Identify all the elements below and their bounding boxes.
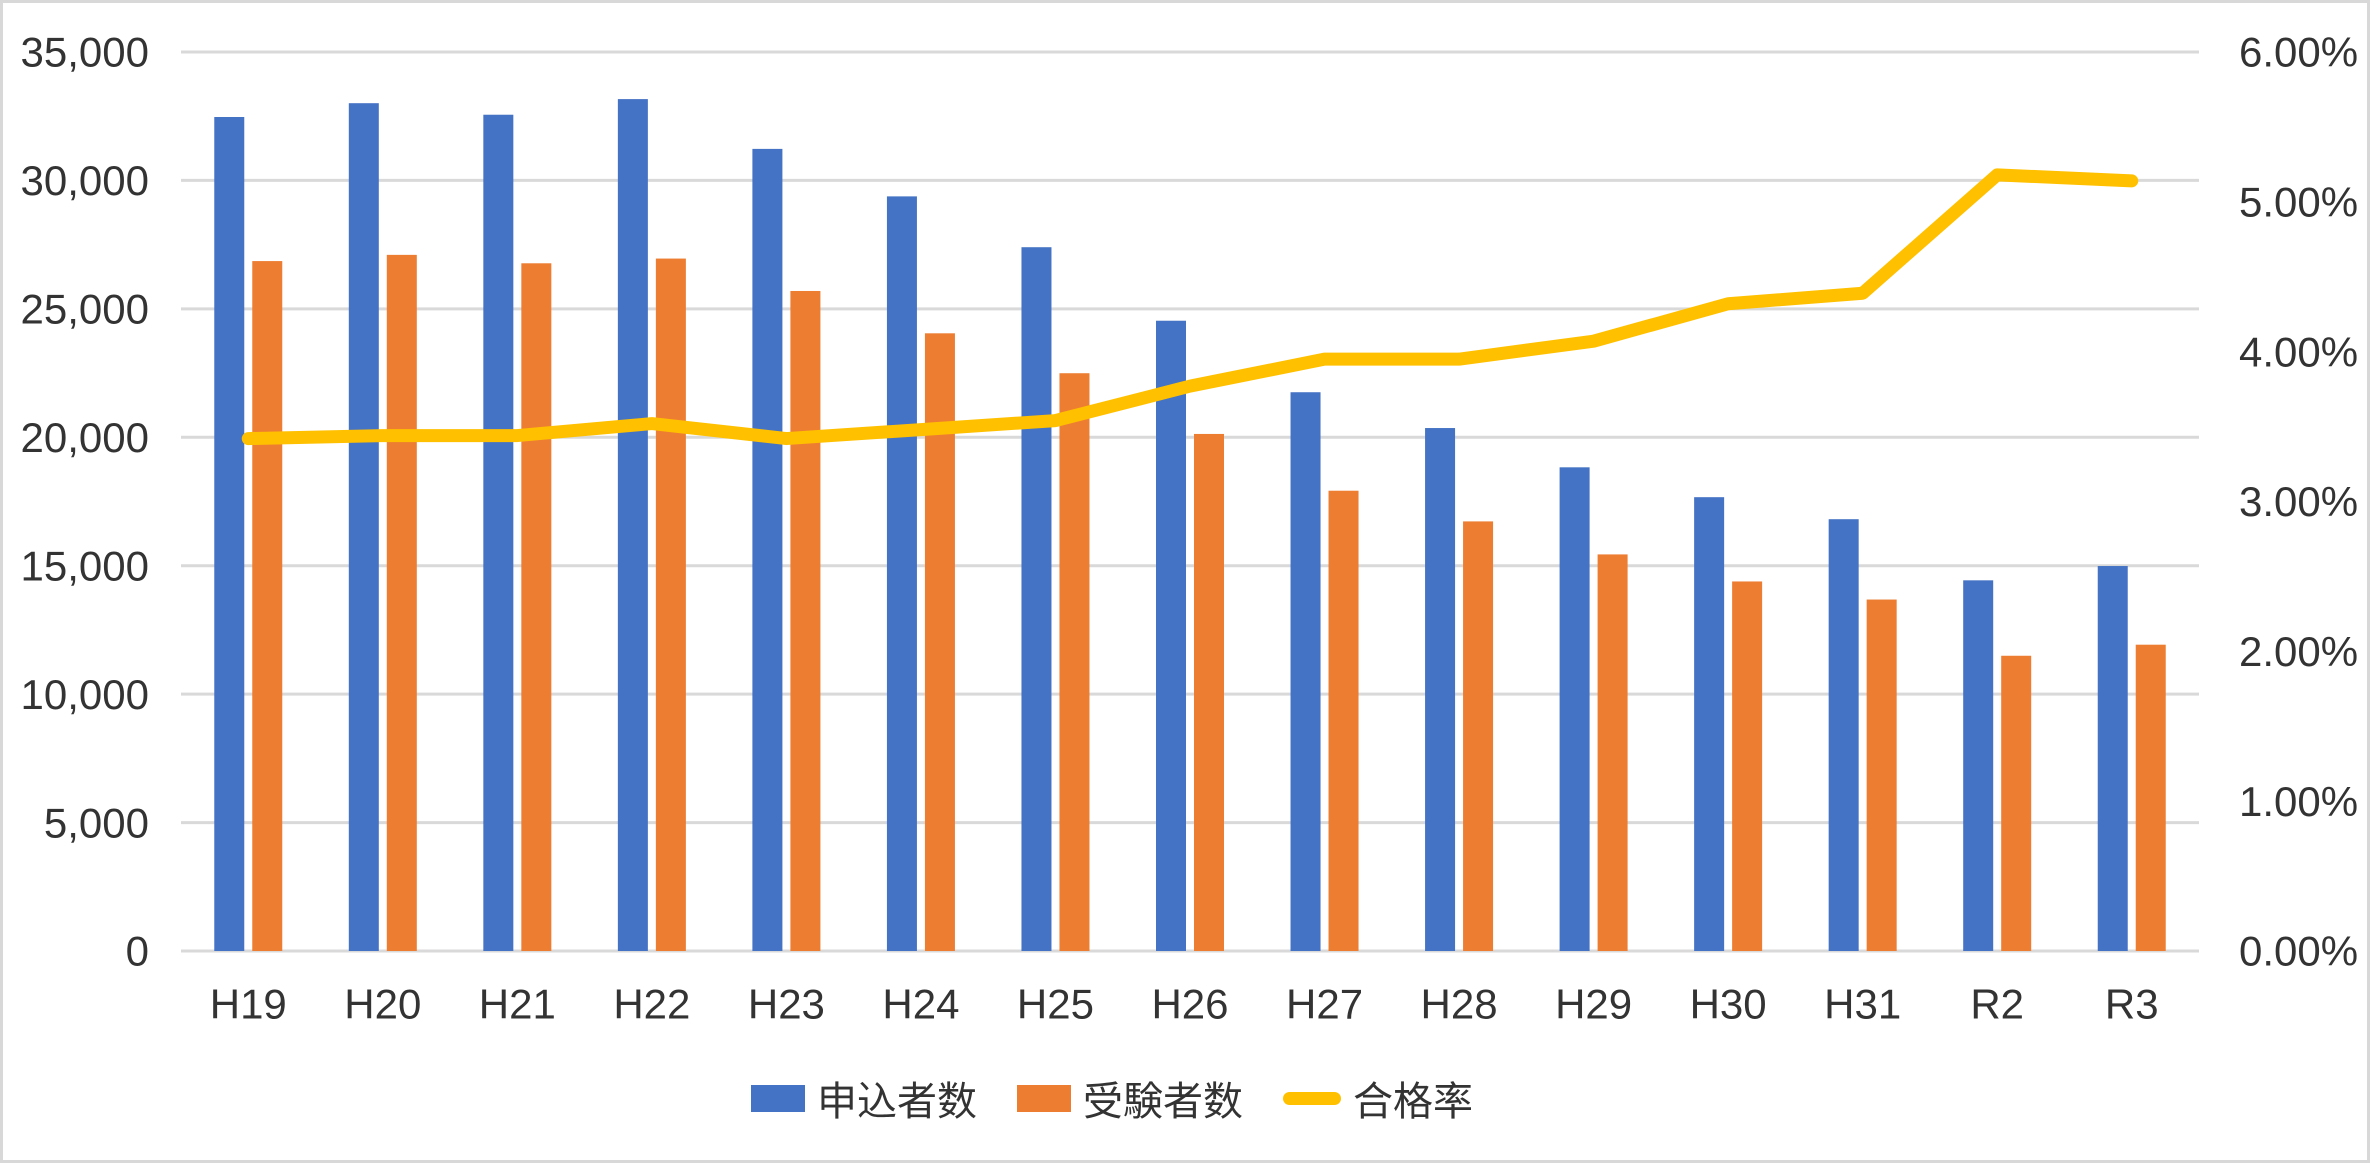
- legend-label-examinees: 受験者数: [1083, 1080, 1243, 1124]
- y-axis-tick-label: 30,000: [21, 157, 149, 204]
- x-axis-category-label: R2: [1970, 981, 2024, 1028]
- x-axis-category-label: H19: [210, 981, 287, 1028]
- bar-examinees-H26: [1194, 433, 1224, 952]
- x-axis-category-label: H23: [748, 981, 825, 1028]
- x-axis-category-label: H29: [1555, 981, 1632, 1028]
- bar-examinees-H31: [1866, 599, 1897, 951]
- bar-examinees-H20: [386, 254, 417, 951]
- x-axis-category-label: H21: [479, 981, 556, 1028]
- combo-chart: 0 5,000 10,000 15,000 20,000 25,000 30,000 35,0…: [21, 29, 2359, 1028]
- x-axis-category-label: R3: [2105, 981, 2159, 1028]
- bar-applicants-H23: [752, 148, 783, 951]
- secondary-axis-tick-label: 2.00%: [2239, 628, 2358, 675]
- x-axis-category-label: H25: [1017, 981, 1094, 1028]
- examinees-series-swatch: [1017, 1084, 1071, 1112]
- x-axis-category-label: H27: [1286, 981, 1363, 1028]
- legend-item-applicants: 申込者数: [751, 1069, 977, 1127]
- bar-applicants-H30: [1694, 497, 1725, 951]
- bar-examinees-H27: [1328, 490, 1359, 951]
- y-axis-tick-label: 0: [126, 928, 149, 975]
- secondary-axis-tick-label: 0.00%: [2239, 928, 2358, 975]
- bar-examinees-H21: [521, 263, 552, 952]
- legend-item-examinees: 受験者数: [1017, 1069, 1243, 1127]
- y-axis-tick-label: 5,000: [44, 799, 149, 846]
- y-axis-tick-label: 10,000: [21, 671, 149, 718]
- secondary-axis-tick-label: 4.00%: [2239, 328, 2358, 375]
- bar-examinees-H30: [1732, 581, 1763, 951]
- bar-applicants-H29: [1559, 467, 1590, 951]
- bar-applicants-H24: [886, 196, 917, 951]
- bar-examinees-H24: [924, 333, 955, 951]
- x-axis-category-label: H28: [1421, 981, 1498, 1028]
- secondary-axis-tick-label: 6.00%: [2239, 29, 2358, 76]
- bar-examinees-H19: [252, 261, 283, 951]
- secondary-axis-tick-label: 1.00%: [2239, 778, 2358, 825]
- bar-examinees-R3: [2135, 644, 2166, 951]
- bar-examinees-H25: [1059, 373, 1090, 951]
- legend-label-applicants: 申込者数: [817, 1080, 977, 1124]
- legend-item-pass-rate: 合格率: [1283, 1069, 1473, 1127]
- pass-rate-line: [241, 168, 2139, 446]
- legend-label-pass-rate: 合格率: [1353, 1080, 1473, 1124]
- applicants-series-swatch: [751, 1084, 805, 1112]
- x-axis-category-label: H31: [1824, 981, 1901, 1028]
- y-axis-tick-label: 20,000: [21, 414, 149, 461]
- pass-rate-series-swatch: [1283, 1091, 1341, 1105]
- bar-applicants-R3: [2097, 566, 2128, 951]
- bar-applicants-H19: [214, 117, 245, 951]
- secondary-axis-tick-label: 5.00%: [2239, 179, 2358, 226]
- bar-applicants-H25: [1021, 247, 1052, 951]
- x-axis-category-label: H22: [613, 981, 690, 1028]
- x-axis-category-label: H20: [344, 981, 421, 1028]
- y-axis-tick-label: 15,000: [21, 542, 149, 589]
- bar-examinees-H22: [655, 258, 686, 951]
- bar-examinees-H28: [1463, 521, 1494, 951]
- bar-examinees-H23: [790, 290, 821, 952]
- bar-applicants-H28: [1425, 428, 1456, 952]
- bar-applicants-H27: [1290, 392, 1321, 951]
- secondary-axis-tick-label: 3.00%: [2239, 478, 2358, 525]
- chart-legend: 申込者数 受験者数 合格率: [751, 1069, 1473, 1127]
- bar-examinees-R2: [2001, 655, 2032, 951]
- y-axis-tick-label: 35,000: [21, 29, 149, 76]
- y-axis-tick-label: 25,000: [21, 286, 149, 333]
- bar-applicants-R2: [1963, 580, 1994, 951]
- x-axis-category-label: H24: [882, 981, 959, 1028]
- bar-applicants-H20: [348, 103, 379, 951]
- bar-applicants-H21: [483, 114, 514, 952]
- bar-applicants-H31: [1828, 519, 1859, 951]
- x-axis-category-label: H30: [1690, 981, 1767, 1028]
- bar-applicants-H26: [1156, 320, 1186, 951]
- bar-applicants-H22: [617, 99, 648, 951]
- bar-examinees-H29: [1597, 554, 1628, 951]
- x-axis-category-label: H26: [1151, 981, 1228, 1028]
